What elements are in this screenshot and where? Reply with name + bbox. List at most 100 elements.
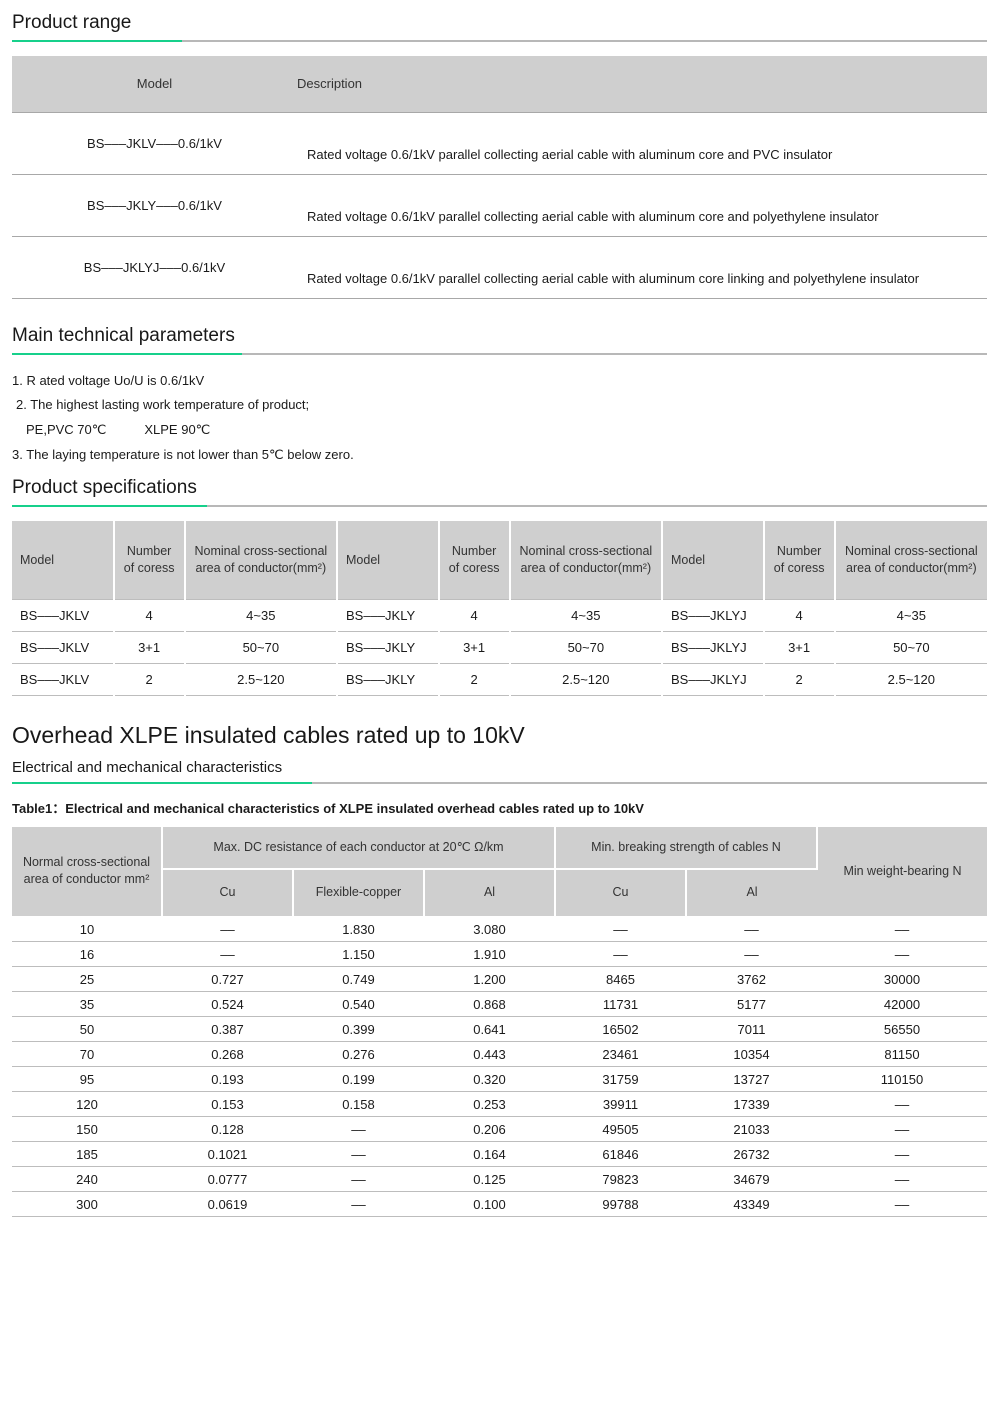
t1-cell: 0.199 xyxy=(293,1067,424,1092)
t1-cell: 0.868 xyxy=(424,992,555,1017)
spec-cell: BS–––JKLV xyxy=(12,631,114,663)
t1-cell: 1.830 xyxy=(293,917,424,942)
t1-cell: 0.164 xyxy=(424,1142,555,1167)
t1-cell: 0.1021 xyxy=(162,1142,293,1167)
t1-cell: 0.443 xyxy=(424,1042,555,1067)
t1-cell: 11731 xyxy=(555,992,686,1017)
t1-cell: –– xyxy=(817,942,987,967)
table-row: 250.7270.7491.2008465376230000 xyxy=(12,967,987,992)
table-row: 1850.1021––0.1646184626732–– xyxy=(12,1142,987,1167)
t1-cell: 49505 xyxy=(555,1117,686,1142)
table-row: 700.2680.2760.443234611035481150 xyxy=(12,1042,987,1067)
spec-cell: 2 xyxy=(114,663,185,695)
spec-h-num: Number of coress xyxy=(764,521,835,599)
spec-cell: 2 xyxy=(439,663,510,695)
spec-cell: 2 xyxy=(764,663,835,695)
t1-cell: 34679 xyxy=(686,1167,817,1192)
t1-cell: –– xyxy=(293,1142,424,1167)
t1-cell: 42000 xyxy=(817,992,987,1017)
range-model-cell: BS–––JKLV–––0.6/1kV xyxy=(12,112,297,174)
overhead-subtitle: Electrical and mechanical characteristic… xyxy=(12,759,987,776)
spec-cell: 2.5~120 xyxy=(510,663,662,695)
t1-h-bcu: Cu xyxy=(555,869,686,917)
table-row: 350.5240.5400.86811731517742000 xyxy=(12,992,987,1017)
table-row: BS–––JKLY–––0.6/1kVRated voltage 0.6/1kV… xyxy=(12,174,987,236)
t1-cell: 0.399 xyxy=(293,1017,424,1042)
spec-cell: 3+1 xyxy=(764,631,835,663)
t1-cell: 5177 xyxy=(686,992,817,1017)
spec-h-model: Model xyxy=(12,521,114,599)
t1-cell: –– xyxy=(817,917,987,942)
spec-cell: BS–––JKLY xyxy=(337,631,439,663)
t1-cell: 70 xyxy=(12,1042,162,1067)
t1-cell: 25 xyxy=(12,967,162,992)
range-col-model: Model xyxy=(12,56,297,112)
spec-cell: 3+1 xyxy=(114,631,185,663)
t1-cell: 7011 xyxy=(686,1017,817,1042)
t1-cell: 0.727 xyxy=(162,967,293,992)
t1-cell: 35 xyxy=(12,992,162,1017)
spec-cell: 4~35 xyxy=(185,599,337,631)
param-line: 3. The laying temperature is not lower t… xyxy=(12,443,987,468)
t1-cell: –– xyxy=(293,1192,424,1217)
t1-cell: 240 xyxy=(12,1167,162,1192)
range-model-cell: BS–––JKLYJ–––0.6/1kV xyxy=(12,236,297,298)
t1-cell: 1.910 xyxy=(424,942,555,967)
t1-cell: –– xyxy=(162,917,293,942)
t1-cell: 79823 xyxy=(555,1167,686,1192)
t1-cell: –– xyxy=(555,942,686,967)
spec-h-area: Nominal cross-sectional area of conducto… xyxy=(510,521,662,599)
t1-h-al: Al xyxy=(424,869,555,917)
t1-cell: 0.0619 xyxy=(162,1192,293,1217)
t1-cell: 0.193 xyxy=(162,1067,293,1092)
t1-cell: –– xyxy=(817,1092,987,1117)
t1-cell: 31759 xyxy=(555,1067,686,1092)
spec-cell: BS–––JKLYJ xyxy=(662,599,764,631)
t1-cell: 8465 xyxy=(555,967,686,992)
t1-cell: 0.253 xyxy=(424,1092,555,1117)
t1-cell: 150 xyxy=(12,1117,162,1142)
t1-cell: 10354 xyxy=(686,1042,817,1067)
t1-cell: 0.128 xyxy=(162,1117,293,1142)
t1-cell: –– xyxy=(555,917,686,942)
t1-h-fcu: Flexible-copper xyxy=(293,869,424,917)
t1-cell: –– xyxy=(817,1117,987,1142)
t1-cell: 13727 xyxy=(686,1067,817,1092)
t1-cell: 16502 xyxy=(555,1017,686,1042)
table-row: 1500.128––0.2064950521033–– xyxy=(12,1117,987,1142)
spec-cell: 50~70 xyxy=(185,631,337,663)
table-row: 1200.1530.1580.2533991117339–– xyxy=(12,1092,987,1117)
t1-cell: 0.524 xyxy=(162,992,293,1017)
range-desc-cell: Rated voltage 0.6/1kV parallel collectin… xyxy=(297,112,987,174)
t1-cell: 50 xyxy=(12,1017,162,1042)
t1-cell: 0.641 xyxy=(424,1017,555,1042)
t1-cell: 23461 xyxy=(555,1042,686,1067)
t1-cell: 0.387 xyxy=(162,1017,293,1042)
t1-cell: 110150 xyxy=(817,1067,987,1092)
t1-cell: 0.158 xyxy=(293,1092,424,1117)
table-row: BS–––JKLYJ–––0.6/1kVRated voltage 0.6/1k… xyxy=(12,236,987,298)
t1-cell: –– xyxy=(686,942,817,967)
param-line: 1. R ated voltage Uo/U is 0.6/1kV xyxy=(12,369,987,394)
t1-cell: –– xyxy=(686,917,817,942)
t1-cell: 16 xyxy=(12,942,162,967)
spec-cell: 50~70 xyxy=(835,631,987,663)
spec-h-area: Nominal cross-sectional area of conducto… xyxy=(185,521,337,599)
t1-cell: 0.540 xyxy=(293,992,424,1017)
table1: Normal cross-sectional area of conductor… xyxy=(12,827,987,1218)
spec-h-num: Number of coress xyxy=(114,521,185,599)
section-title-main-params: Main technical parameters xyxy=(12,325,987,347)
t1-cell: –– xyxy=(817,1192,987,1217)
t1-h-ncsa: Normal cross-sectional area of conductor… xyxy=(12,827,162,917)
divider xyxy=(12,40,987,42)
t1-cell: 0.100 xyxy=(424,1192,555,1217)
spec-cell: 2.5~120 xyxy=(835,663,987,695)
t1-cell: 0.320 xyxy=(424,1067,555,1092)
t1-cell: 81150 xyxy=(817,1042,987,1067)
t1-cell: 26732 xyxy=(686,1142,817,1167)
spec-h-model: Model xyxy=(337,521,439,599)
t1-h-cu: Cu xyxy=(162,869,293,917)
t1-h-bsgroup: Min. breaking strength of cables N xyxy=(555,827,817,869)
range-desc-cell: Rated voltage 0.6/1kV parallel collectin… xyxy=(297,174,987,236)
t1-cell: 0.206 xyxy=(424,1117,555,1142)
